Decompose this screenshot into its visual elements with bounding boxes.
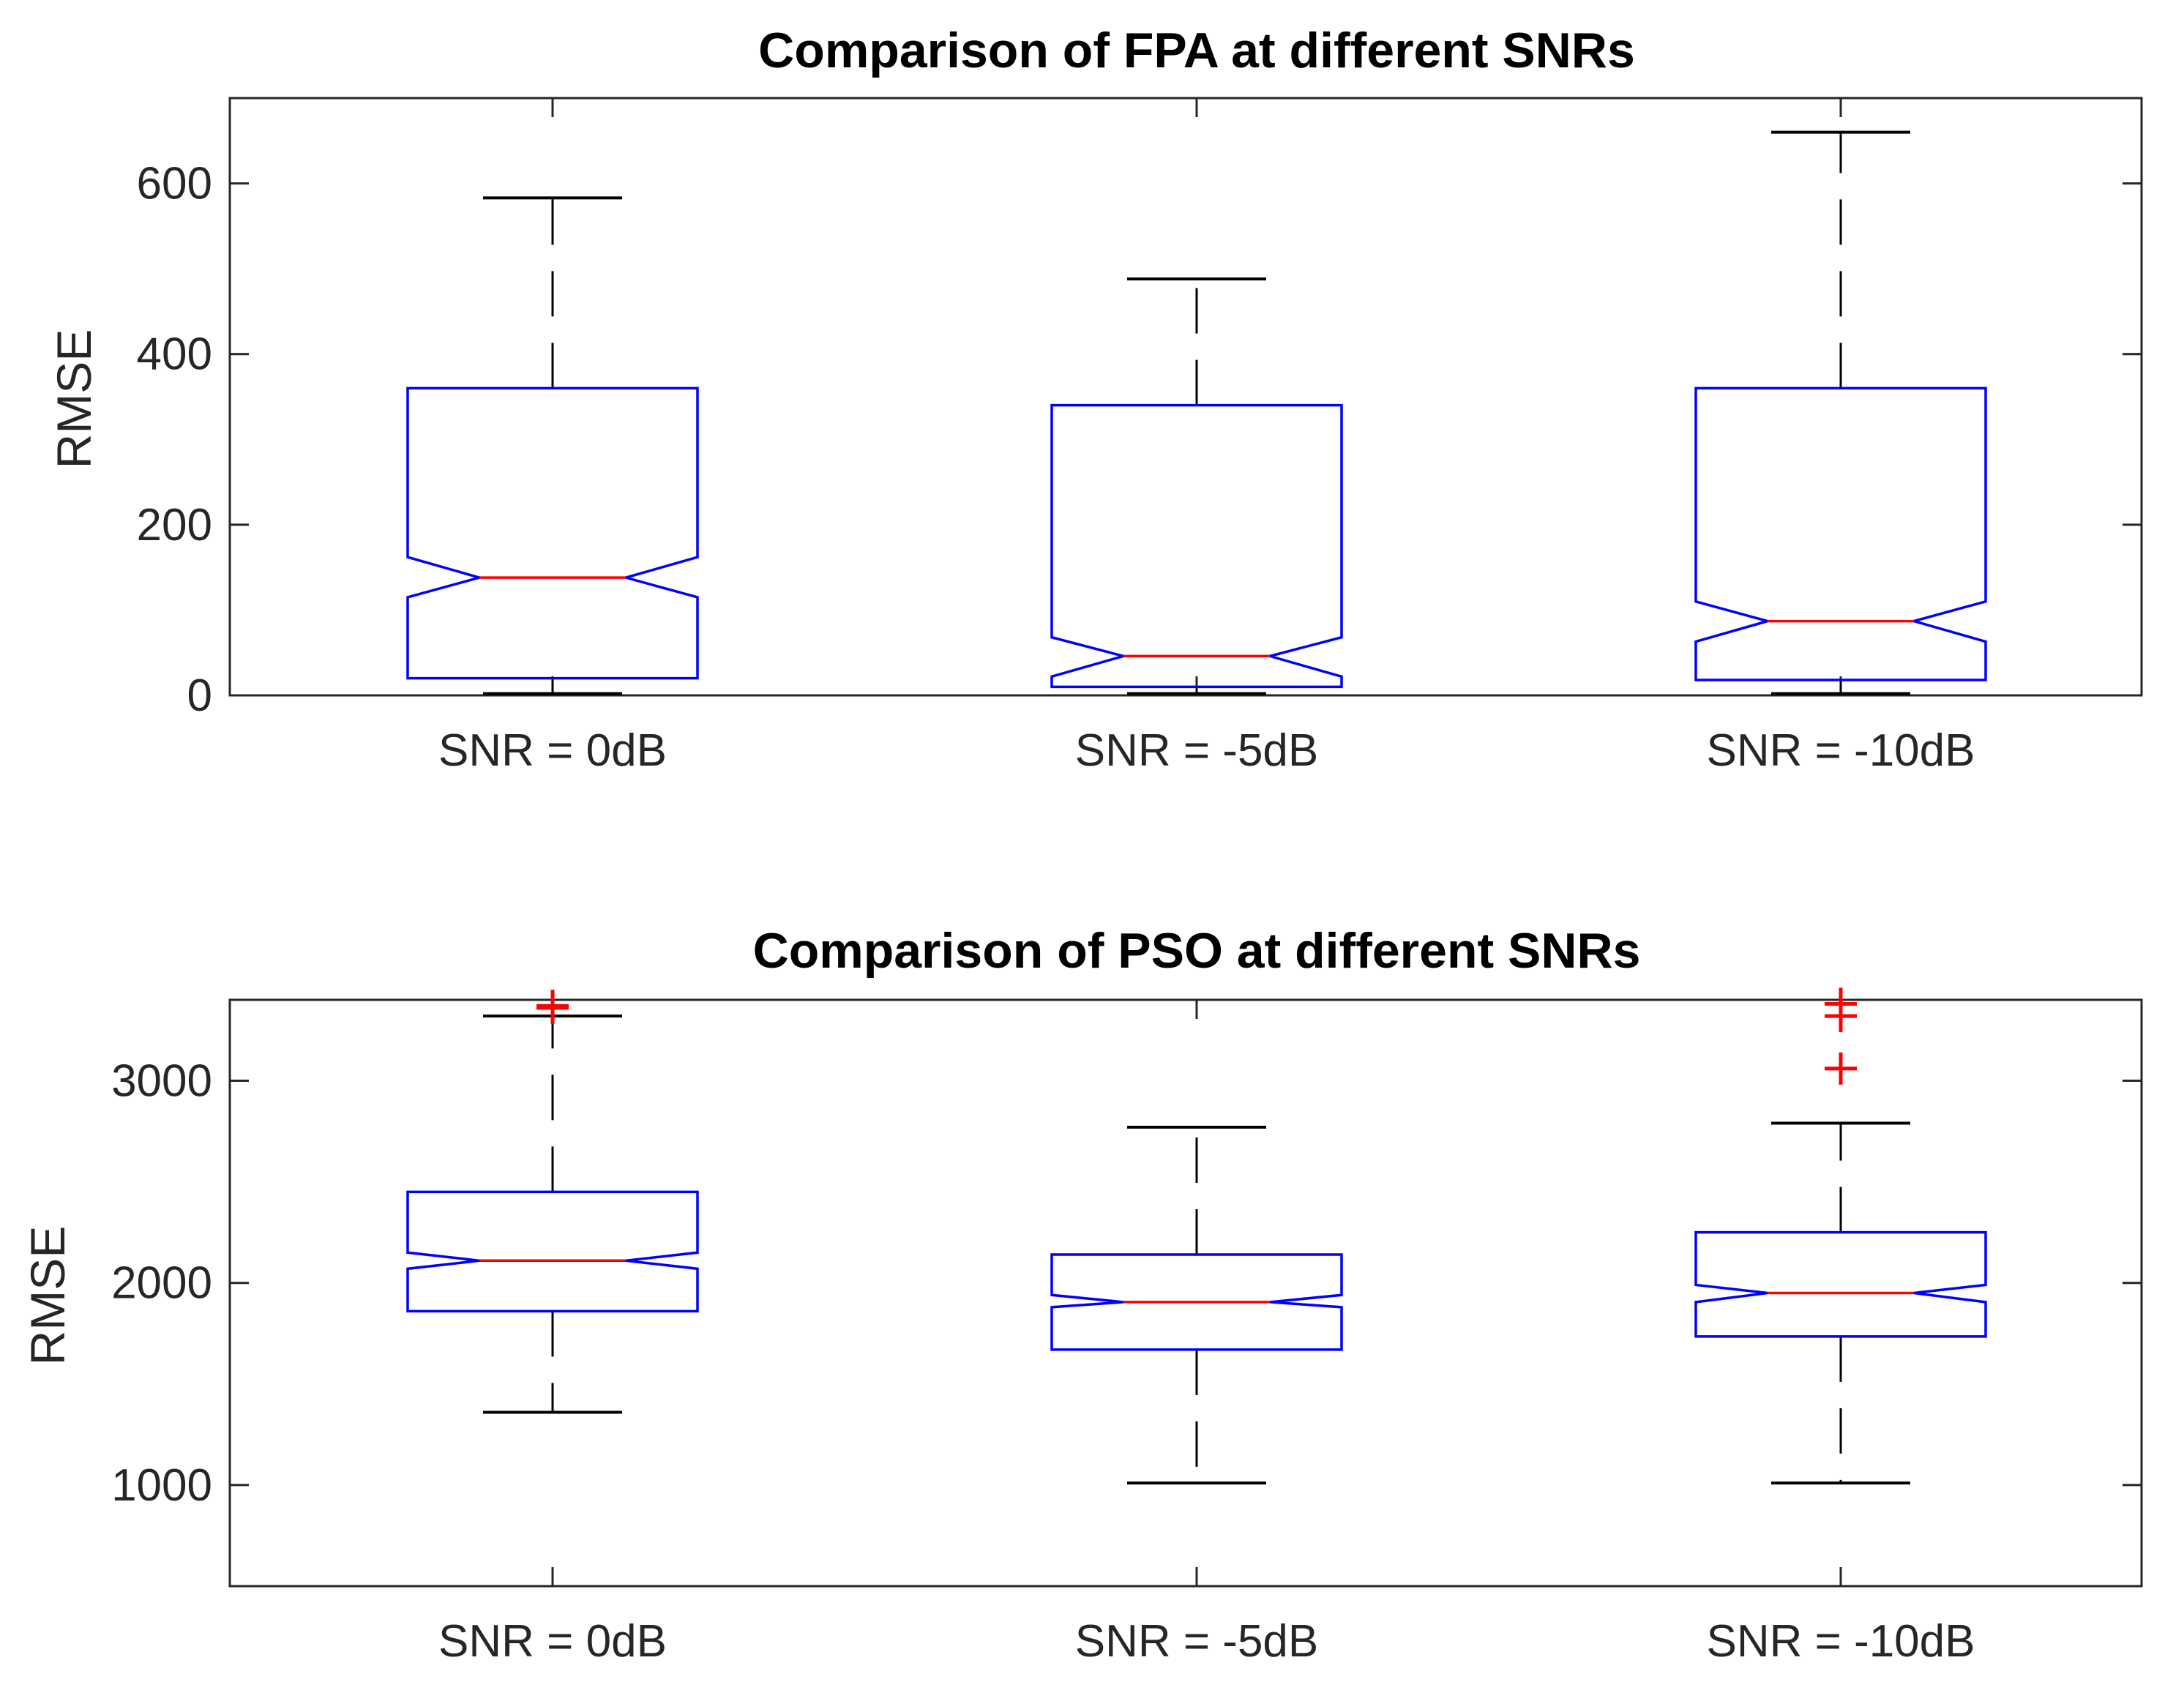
x-tick-label: SNR = 0dB xyxy=(438,725,667,776)
y-tick-label: 2000 xyxy=(111,1258,212,1309)
notched-box xyxy=(1050,403,1343,689)
box-2 xyxy=(1050,277,1343,695)
y-axis-label: RMSE xyxy=(47,329,101,469)
y-tick-label: 200 xyxy=(137,500,212,550)
notched-box xyxy=(1694,1230,1987,1338)
y-axis-label: RMSE xyxy=(20,1226,75,1366)
pso-boxplot-panel: Comparison of PSO at different SNRs RMSE… xyxy=(20,923,2143,1667)
box-3 xyxy=(1694,130,1987,695)
box-1 xyxy=(406,196,699,695)
x-tick-label: SNR = 0dB xyxy=(438,1616,667,1667)
notched-box xyxy=(406,386,699,680)
y-tick-label: 0 xyxy=(187,670,212,721)
x-tick-label: SNR = -10dB xyxy=(1706,1616,1975,1667)
notched-box xyxy=(1050,1253,1343,1351)
chart-title: Comparison of FPA at different SNRs xyxy=(758,23,1635,78)
y-tick-label: 600 xyxy=(137,159,212,209)
fpa-boxplot-panel: Comparison of FPA at different SNRs RMSE… xyxy=(47,23,2143,776)
outlier-marker xyxy=(536,992,569,1025)
notched-box xyxy=(406,1190,699,1313)
notched-box xyxy=(1694,386,1987,681)
x-tick-label: SNR = -5dB xyxy=(1075,725,1319,776)
x-tick-label: SNR = -5dB xyxy=(1075,1616,1319,1667)
y-tick-label: 3000 xyxy=(111,1055,212,1106)
box-2 xyxy=(1050,1126,1343,1485)
outlier-marker xyxy=(1825,1000,1857,1033)
y-tick-label: 1000 xyxy=(111,1460,212,1511)
x-tick-label: SNR = -10dB xyxy=(1706,725,1975,776)
box-1 xyxy=(406,990,699,1414)
outlier-marker xyxy=(1825,1052,1857,1085)
axes-frame xyxy=(228,998,2143,1588)
box-3 xyxy=(1694,987,1987,1485)
chart-title: Comparison of PSO at different SNRs xyxy=(753,923,1641,979)
axes-frame xyxy=(228,97,2143,697)
y-tick-label: 400 xyxy=(137,329,212,380)
